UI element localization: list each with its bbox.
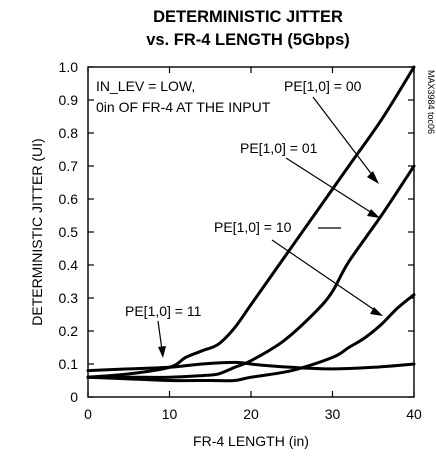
leader-01 [285,157,380,218]
series-label-10: PE[1,0] = 10 [214,219,292,235]
series-label-01: PE[1,0] = 01 [240,140,318,156]
leader-11 [157,320,166,358]
y-tick-labels: 0 0.1 0.2 0.3 0.4 0.5 0.6 0.7 0.8 0.9 1.0 [59,59,79,405]
y-tick-label: 0.7 [59,158,79,174]
y-tick-label: 1.0 [59,59,79,75]
series-lines [86,65,416,383]
y-tick-label: 0 [70,389,78,405]
y-tick-label: 0.9 [59,92,79,108]
chart-title-line1: DETERMINISTIC JITTER [153,8,343,26]
y-tick-label: 0.4 [59,257,79,273]
leader-00 [312,96,379,184]
y-tick-label: 0.3 [59,290,79,306]
x-tick-label: 20 [243,406,259,422]
y-tick-label: 0.1 [59,356,79,372]
part-number: MAX3984 toc06 [426,70,436,134]
x-tick-label: 40 [406,406,422,422]
y-axis-label: DETERMINISTIC JITTER (UI) [29,138,45,325]
x-tick-label: 30 [325,406,341,422]
y-tick-label: 0.6 [59,191,79,207]
condition-line-2: 0in OF FR-4 AT THE INPUT [96,99,271,115]
y-tick-label: 0.8 [59,125,79,141]
x-tick-labels: 0 10 20 30 40 [84,406,422,422]
series-line-01 [86,164,416,379]
x-tick-label: 10 [162,406,178,422]
series-line-10 [86,293,416,383]
series-label-00: PE[1,0] = 00 [284,78,362,94]
x-axis-label: FR-4 LENGTH (in) [193,433,309,449]
series-label-11: PE[1,0] = 11 [125,303,202,319]
y-tick-label: 0.2 [59,323,79,339]
leader-10 [271,227,383,316]
chart-title-line2: vs. FR-4 LENGTH (5Gbps) [146,31,350,49]
x-tick-label: 0 [84,406,92,422]
condition-line-1: IN_LEV = LOW, [96,78,195,94]
y-tick-label: 0.5 [59,224,79,240]
series-line-11 [86,360,416,373]
